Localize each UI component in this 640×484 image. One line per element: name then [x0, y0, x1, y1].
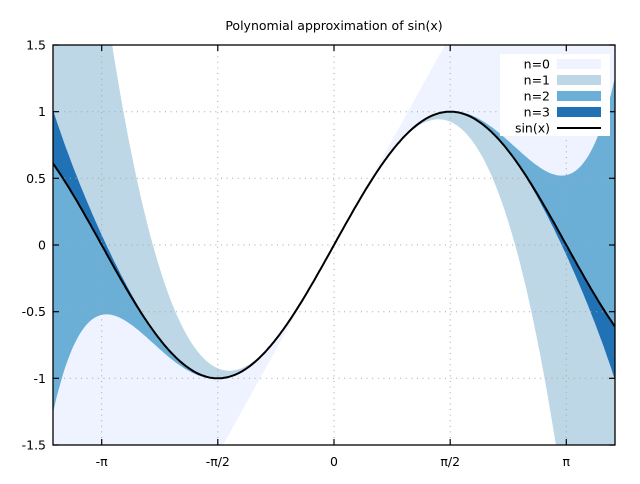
y-tick-label: -0.5	[22, 304, 46, 319]
sin-curve	[53, 110, 615, 380]
legend-swatch	[557, 75, 601, 85]
legend-item-label: n=3	[524, 105, 550, 120]
legend-item-label: sin(x)	[515, 121, 550, 136]
x-tick-label: π	[563, 454, 571, 469]
y-tick-label: -1	[34, 371, 46, 386]
legend-item-label: n=2	[524, 89, 550, 104]
legend-swatch	[557, 59, 601, 69]
x-tick-label: π/2	[440, 454, 460, 469]
legend-item-label: n=1	[524, 73, 550, 88]
approximation-band-n1	[53, 45, 615, 445]
chart-title: Polynomial approximation of sin(x)	[225, 18, 442, 33]
y-tick-label: 0	[38, 238, 46, 253]
sin-curve-layer	[53, 110, 615, 380]
legend-swatch	[557, 107, 601, 117]
x-tick-label: -π	[96, 454, 109, 469]
tick-labels-layer: -π -π/2 0 π/2 π -1.5 -1 -0.5 0 0.5 1 1.5	[22, 38, 571, 470]
legend-item-label: n=0	[524, 57, 550, 72]
y-tick-label: 1.5	[26, 38, 46, 53]
y-tick-label: 0.5	[26, 171, 46, 186]
y-tick-label: -1.5	[22, 438, 46, 453]
y-tick-label: 1	[38, 104, 46, 119]
axis-ticks-layer	[53, 44, 615, 446]
legend-swatch	[557, 91, 601, 101]
x-tick-label: -π/2	[206, 454, 230, 469]
x-tick-label: 0	[330, 454, 338, 469]
